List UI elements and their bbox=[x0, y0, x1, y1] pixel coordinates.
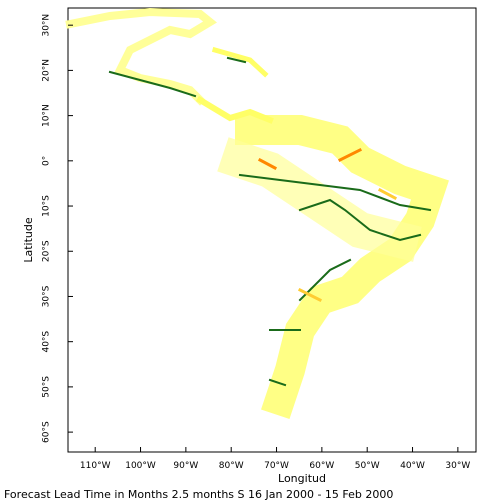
x-tick-label: 30°W bbox=[445, 461, 470, 471]
y-axis-label: Latitude bbox=[22, 217, 35, 263]
y-tick-label: 30°S bbox=[42, 285, 52, 307]
y-tick-label: 40°S bbox=[42, 331, 52, 353]
y-tick-label: 20°N bbox=[42, 59, 52, 82]
y-tick-label: 60°S bbox=[42, 421, 52, 443]
x-axis-label: Longitud bbox=[278, 472, 326, 485]
y-tick-label: 0° bbox=[42, 156, 52, 166]
y-tick-label: 10°S bbox=[42, 195, 52, 217]
field-region bbox=[108, 70, 197, 98]
field-region bbox=[226, 56, 247, 64]
field-region bbox=[268, 329, 301, 387]
y-tick-label: 20°S bbox=[42, 240, 52, 262]
field-region bbox=[65, 7, 217, 106]
map-field bbox=[65, 7, 449, 419]
x-tick-label: 40°W bbox=[400, 461, 425, 471]
x-tick-label: 70°W bbox=[264, 461, 289, 471]
y-tick-label: 10°N bbox=[42, 104, 52, 127]
x-tick-label: 80°W bbox=[219, 461, 244, 471]
field-region bbox=[217, 137, 422, 262]
x-tick-label: 60°W bbox=[309, 461, 334, 471]
field-region bbox=[298, 258, 352, 302]
x-tick-label: 110°W bbox=[80, 461, 111, 471]
field-region bbox=[211, 46, 269, 78]
field-region bbox=[238, 173, 432, 212]
chart-title: Forecast Lead Time in Months 2.5 months … bbox=[4, 488, 393, 501]
plot-frame bbox=[67, 7, 477, 453]
field-region bbox=[298, 198, 422, 242]
x-tick-label: 100°W bbox=[125, 461, 156, 471]
x-tick-label: 90°W bbox=[173, 461, 198, 471]
y-tick-label: 30°N bbox=[42, 14, 52, 37]
field-region bbox=[297, 187, 398, 303]
field-region bbox=[257, 147, 363, 171]
x-tick-label: 50°W bbox=[355, 461, 380, 471]
y-tick-label: 50°S bbox=[42, 376, 52, 398]
